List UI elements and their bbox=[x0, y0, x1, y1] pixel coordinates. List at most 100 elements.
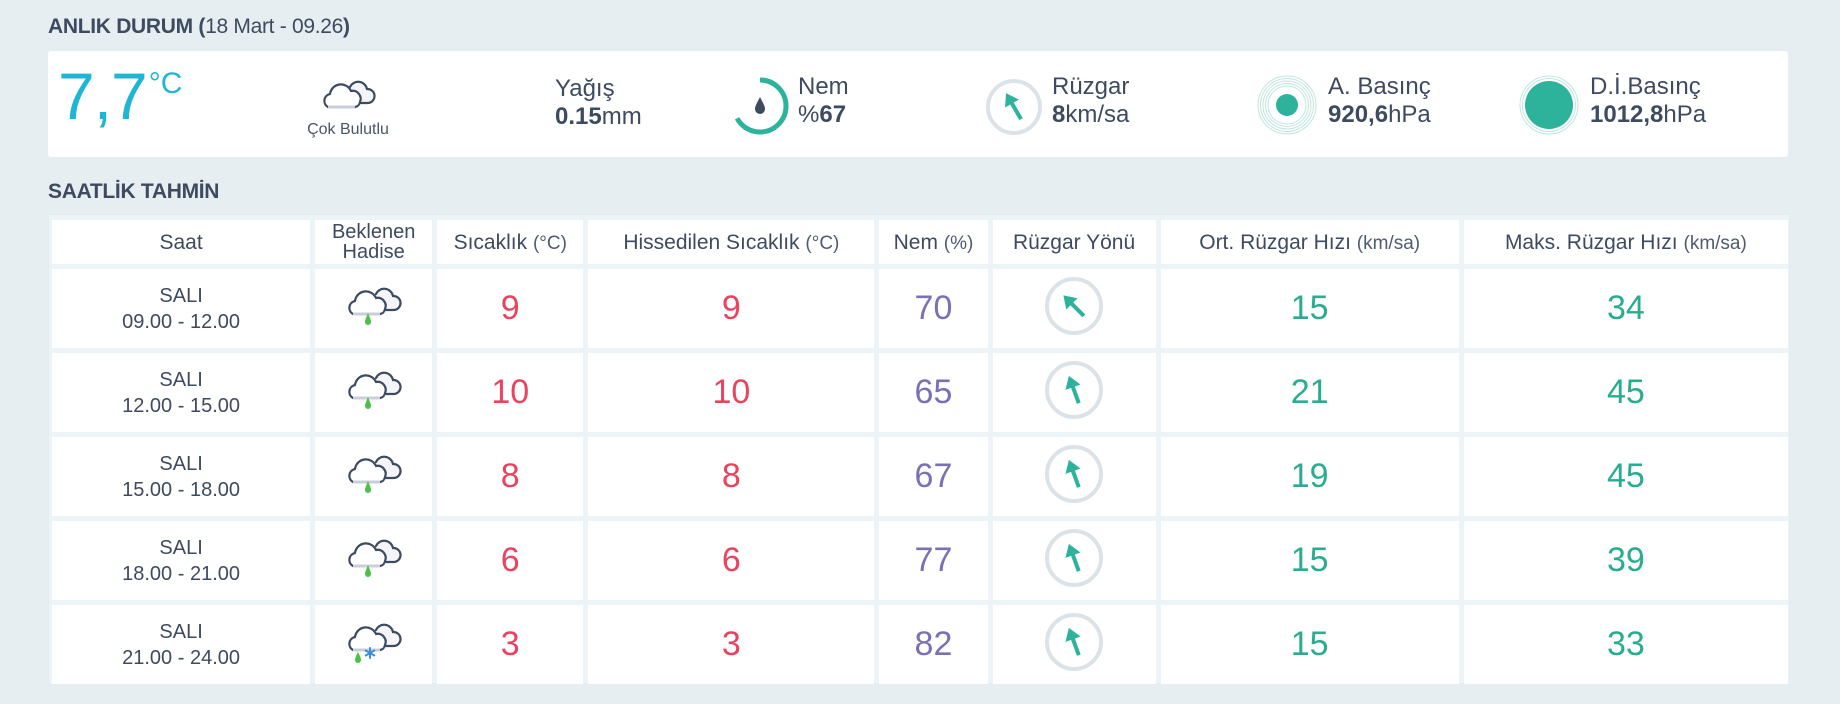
condition-cell bbox=[315, 353, 433, 432]
humidity-cell: 82 bbox=[879, 605, 988, 684]
feels-like-cell: 6 bbox=[588, 521, 875, 600]
row-time-range: 09.00 - 12.00 bbox=[122, 310, 240, 333]
feels-like-cell: 10 bbox=[588, 353, 875, 432]
humidity-cell: 67 bbox=[879, 437, 988, 516]
table-row: SALI 15.00 - 18.00 8 8 67 bbox=[52, 437, 1788, 516]
current-conditions-card: 7,7°C Çok Bulutlu Yağış 0.15mm Nem %67 R… bbox=[48, 51, 1788, 157]
hourly-section-title: SAATLİK TAHMİN bbox=[48, 180, 220, 203]
avg-wind-cell: 15 bbox=[1160, 269, 1459, 348]
row-day: SALI bbox=[159, 368, 203, 391]
condition-cell bbox=[315, 437, 433, 516]
humidity-prefix: % bbox=[798, 100, 820, 128]
col-header-humidity: Nem (%) bbox=[879, 220, 988, 264]
current-section-title: ANLIK DURUM (18 Mart - 09.26) bbox=[48, 15, 350, 38]
humidity-ring-icon bbox=[731, 77, 789, 135]
row-day: SALI bbox=[159, 284, 203, 307]
temperature-cell: 10 bbox=[437, 353, 584, 432]
pressure-value: 920,6 bbox=[1328, 100, 1389, 128]
current-datetime: 18 Mart - 09.26 bbox=[205, 15, 344, 38]
wind-direction-icon bbox=[986, 79, 1042, 135]
humidity-cell: 77 bbox=[879, 521, 988, 600]
precipitation-label: Yağış bbox=[555, 75, 615, 102]
col-header-wind-direction: Rüzgar Yönü bbox=[992, 220, 1156, 264]
sea-pressure-icon bbox=[1519, 75, 1579, 135]
wind-direction-icon bbox=[1045, 361, 1104, 419]
humidity-cell: 70 bbox=[879, 269, 988, 348]
wind-direction-cell bbox=[992, 605, 1156, 684]
humidity-cell: 65 bbox=[879, 353, 988, 432]
row-day: SALI bbox=[159, 536, 203, 559]
avg-wind-cell: 19 bbox=[1160, 437, 1459, 516]
condition-cell bbox=[315, 269, 433, 348]
rain-icon bbox=[348, 455, 402, 493]
row-day: SALI bbox=[159, 620, 203, 643]
col-header-time: Saat bbox=[52, 220, 311, 264]
humidity: Nem %67 bbox=[731, 73, 849, 135]
current-condition: Çok Bulutlu bbox=[293, 79, 403, 139]
col-header-temperature: Sıcaklık (°C) bbox=[437, 220, 584, 264]
table-row: SALI 18.00 - 21.00 6 6 77 bbox=[52, 521, 1788, 600]
condition-label: Çok Bulutlu bbox=[307, 121, 389, 138]
max-wind-cell: 39 bbox=[1463, 521, 1788, 600]
time-cell: SALI 18.00 - 21.00 bbox=[52, 521, 311, 600]
max-wind-cell: 45 bbox=[1463, 437, 1788, 516]
time-cell: SALI 21.00 - 24.00 bbox=[52, 605, 311, 684]
max-wind-cell: 34 bbox=[1463, 269, 1788, 348]
rain-icon bbox=[348, 371, 402, 409]
row-time-range: 12.00 - 15.00 bbox=[122, 394, 240, 417]
precipitation-unit: mm bbox=[601, 102, 642, 130]
row-time-range: 18.00 - 21.00 bbox=[122, 562, 240, 585]
wind-direction-icon bbox=[1045, 445, 1104, 503]
wind-direction-icon bbox=[1045, 277, 1104, 335]
humidity-value: 67 bbox=[819, 100, 847, 128]
col-header-avg-wind: Ort. Rüzgar Hızı (km/sa) bbox=[1160, 220, 1459, 264]
wind: Rüzgar 8km/sa bbox=[986, 73, 1130, 135]
time-cell: SALI 12.00 - 15.00 bbox=[52, 353, 311, 432]
wind-value: 8 bbox=[1052, 100, 1066, 128]
time-cell: SALI 09.00 - 12.00 bbox=[52, 269, 311, 348]
rain-icon bbox=[348, 539, 402, 577]
table-row: SALI 12.00 - 15.00 10 10 65 bbox=[52, 353, 1788, 432]
cloudy-icon bbox=[323, 80, 376, 109]
precipitation: Yağış 0.15mm bbox=[555, 75, 642, 130]
pressure: A. Basınç 920,6hPa bbox=[1257, 73, 1431, 135]
condition-cell bbox=[315, 521, 433, 600]
sleet-icon bbox=[348, 623, 402, 663]
max-wind-cell: 33 bbox=[1463, 605, 1788, 684]
wind-direction-icon bbox=[1045, 529, 1104, 587]
feels-like-cell: 8 bbox=[588, 437, 875, 516]
row-time-range: 21.00 - 24.00 bbox=[122, 646, 240, 669]
current-title: ANLIK DURUM bbox=[48, 15, 193, 38]
row-day: SALI bbox=[159, 452, 203, 475]
time-cell: SALI 15.00 - 18.00 bbox=[52, 437, 311, 516]
sea-pressure-unit: hPa bbox=[1663, 100, 1707, 128]
wind-label: Rüzgar bbox=[1052, 73, 1130, 100]
current-temperature: 7,7°C bbox=[58, 63, 182, 129]
pressure-unit: hPa bbox=[1388, 100, 1431, 128]
humidity-label: Nem bbox=[798, 73, 849, 100]
feels-like-cell: 3 bbox=[588, 605, 875, 684]
table-header-row: Saat Beklenen Hadise Sıcaklık (°C) Hisse… bbox=[52, 220, 1788, 264]
pressure-icon bbox=[1257, 75, 1317, 135]
sea-level-pressure: D.İ.Basınç 1012,8hPa bbox=[1519, 73, 1707, 135]
wind-direction-icon bbox=[1045, 613, 1104, 671]
table-row: SALI 21.00 - 24.00 3 3 82 bbox=[52, 605, 1788, 684]
rain-icon bbox=[348, 287, 402, 325]
sea-pressure-value: 1012,8 bbox=[1590, 100, 1664, 128]
wind-direction-cell bbox=[992, 269, 1156, 348]
temperature-unit: °C bbox=[148, 67, 183, 100]
condition-cell bbox=[315, 605, 433, 684]
wind-direction-cell bbox=[992, 437, 1156, 516]
hourly-forecast-table: Saat Beklenen Hadise Sıcaklık (°C) Hisse… bbox=[48, 214, 1790, 684]
wind-unit: km/sa bbox=[1065, 100, 1130, 128]
precipitation-value: 0.15 bbox=[555, 102, 602, 130]
row-time-range: 15.00 - 18.00 bbox=[122, 478, 240, 501]
avg-wind-cell: 15 bbox=[1160, 605, 1459, 684]
wind-direction-cell bbox=[992, 521, 1156, 600]
temperature-value: 7,7 bbox=[58, 59, 148, 133]
avg-wind-cell: 15 bbox=[1160, 521, 1459, 600]
avg-wind-cell: 21 bbox=[1160, 353, 1459, 432]
temperature-cell: 8 bbox=[437, 437, 584, 516]
temperature-cell: 6 bbox=[437, 521, 584, 600]
col-header-max-wind: Maks. Rüzgar Hızı (km/sa) bbox=[1463, 220, 1788, 264]
